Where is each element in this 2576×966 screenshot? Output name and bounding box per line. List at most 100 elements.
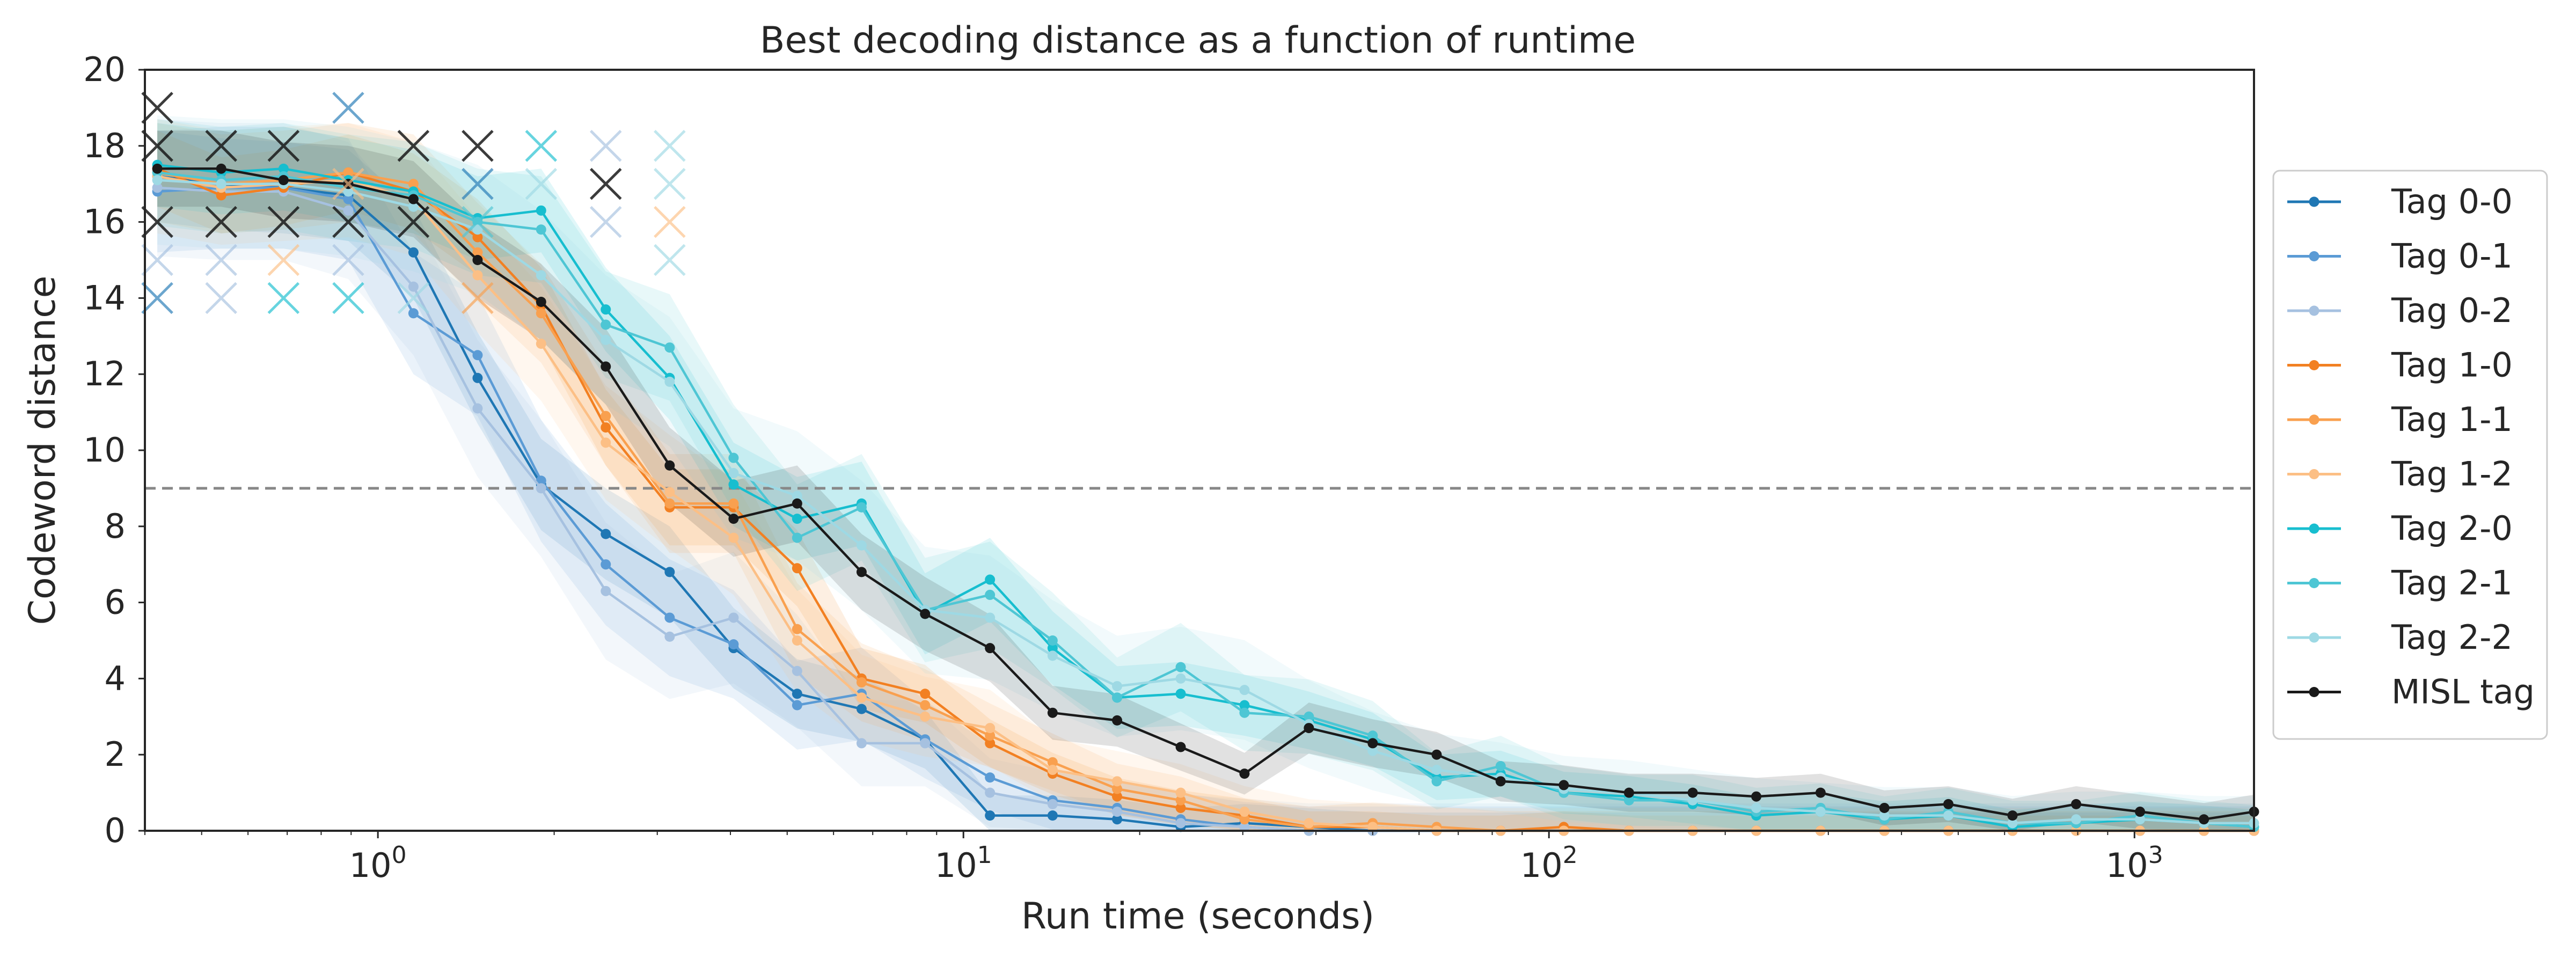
- data-point-tag-0-2: [343, 205, 354, 216]
- data-point-tag-1-1: [536, 308, 546, 319]
- x-tick-exponent: 0: [392, 841, 407, 869]
- failure-marker: [267, 282, 300, 314]
- data-point-tag-0-2: [728, 612, 739, 623]
- failure-marker-stroke: [205, 282, 237, 314]
- failure-marker-stroke: [525, 130, 558, 162]
- failure-marker-stroke: [267, 206, 300, 238]
- failure-marker-stroke: [462, 167, 494, 200]
- data-point-misl-tag: [1751, 791, 1762, 802]
- legend: Tag 0-0 Tag 0-1 Tag 0-2 Tag 1-0 Tag 1-1 Tag 1…: [2272, 170, 2548, 740]
- failure-marker-stroke: [462, 130, 494, 162]
- failure-marker: [462, 130, 494, 162]
- data-point-tag-2-1: [856, 502, 867, 513]
- y-tick-label: 10: [83, 430, 126, 470]
- data-point-tag-1-2: [985, 723, 996, 734]
- failure-marker: [141, 130, 173, 162]
- x-tick-label: 103: [2106, 841, 2163, 885]
- data-point-tag-2-2: [2135, 814, 2146, 825]
- data-point-misl-tag: [536, 296, 546, 307]
- band-tag-2-2: [157, 115, 2254, 831]
- failure-marker-stroke: [332, 244, 364, 276]
- data-point-tag-0-2: [664, 631, 675, 642]
- data-point-tag-1-1: [985, 730, 996, 741]
- data-point-tag-2-1: [1047, 635, 1058, 646]
- data-point-tag-2-1: [1623, 795, 1634, 806]
- data-point-misl-tag: [1112, 715, 1123, 726]
- data-point-tag-0-2: [1239, 822, 1250, 832]
- failure-marker: [332, 167, 364, 200]
- data-point-tag-0-2: [601, 586, 611, 596]
- failure-marker-stroke: [332, 92, 364, 124]
- data-point-tag-0-2: [408, 281, 419, 292]
- data-point-tag-0-1: [664, 612, 675, 623]
- data-point-tag-0-2: [1112, 807, 1123, 817]
- data-point-tag-0-1: [985, 772, 996, 783]
- data-point-tag-2-1: [1112, 692, 1123, 703]
- data-point-tag-1-1: [856, 677, 867, 687]
- data-point-tag-0-0: [664, 567, 675, 577]
- legend-label: Tag 0-1: [2391, 237, 2513, 276]
- data-point-tag-1-1: [343, 167, 354, 178]
- data-point-tag-2-0: [1239, 700, 1250, 711]
- legend-swatch-marker: [2309, 360, 2319, 370]
- data-point-tag-1-1: [792, 624, 802, 634]
- failure-marker-stroke: [397, 206, 430, 238]
- failure-marker-stroke: [205, 130, 237, 162]
- legend-label: Tag 1-2: [2391, 455, 2513, 494]
- failure-marker-stroke: [205, 206, 237, 238]
- band-tag-0-0: [157, 130, 2254, 831]
- data-point-misl-tag: [152, 163, 163, 174]
- failure-marker-stroke: [141, 130, 173, 162]
- y-tick-label: 4: [105, 658, 126, 698]
- legend-label: MISL tag: [2391, 672, 2535, 712]
- failure-marker: [397, 206, 430, 238]
- failure-marker: [205, 130, 237, 162]
- legend-label: Tag 2-0: [2391, 509, 2513, 548]
- failure-marker: [332, 206, 364, 238]
- failure-marker-stroke: [332, 167, 364, 200]
- data-point-tag-0-2: [536, 483, 546, 494]
- band-tag-2-0: [157, 123, 2254, 831]
- data-point-tag-1-2: [728, 532, 739, 543]
- failure-marker-stroke: [589, 167, 622, 200]
- legend-swatch-marker: [2309, 414, 2319, 425]
- band-misl-tag: [157, 130, 2254, 831]
- y-tick-label: 14: [83, 278, 126, 317]
- data-point-tag-2-2: [1175, 673, 1186, 684]
- data-point-misl-tag: [664, 460, 675, 471]
- series-line-misl-tag: [157, 167, 2255, 821]
- legend-swatch-marker: [2309, 305, 2319, 316]
- data-point-misl-tag: [1815, 787, 1826, 798]
- data-point-tag-2-0: [985, 574, 996, 585]
- data-point-tag-2-2: [1943, 810, 1954, 821]
- data-point-misl-tag: [792, 498, 802, 509]
- data-point-tag-2-2: [1047, 650, 1058, 661]
- data-point-tag-2-1: [1304, 711, 1314, 722]
- legend-swatch-marker: [2309, 523, 2319, 534]
- failure-marker: [141, 92, 173, 124]
- data-point-misl-tag: [1558, 780, 1569, 791]
- failure-marker: [205, 244, 237, 276]
- data-point-misl-tag: [2071, 799, 2082, 809]
- failure-marker-stroke: [654, 167, 686, 200]
- series-line-tag-2-0: [157, 164, 2255, 829]
- data-point-misl-tag: [1431, 749, 1442, 760]
- x-axis-label: Run time (seconds): [1021, 895, 1374, 938]
- data-point-tag-0-0: [472, 372, 483, 383]
- failure-marker-stroke: [462, 282, 494, 314]
- band-tag-1-1: [157, 123, 2254, 831]
- data-point-tag-2-2: [728, 468, 739, 479]
- data-point-tag-2-2: [1239, 685, 1250, 696]
- data-point-tag-2-1: [601, 319, 611, 330]
- data-point-tag-0-0: [1112, 814, 1123, 825]
- y-tick-label: 20: [83, 50, 126, 89]
- data-point-tag-2-1: [1495, 760, 1506, 771]
- data-point-tag-2-1: [536, 224, 546, 235]
- data-point-misl-tag: [472, 255, 483, 265]
- failure-marker-stroke: [332, 206, 364, 238]
- failure-marker: [205, 206, 237, 238]
- y-axis-label: Codeword distance: [21, 276, 64, 625]
- legend-label: Tag 2-2: [2391, 618, 2513, 657]
- data-point-tag-0-2: [985, 787, 996, 798]
- data-point-tag-0-1: [792, 700, 802, 711]
